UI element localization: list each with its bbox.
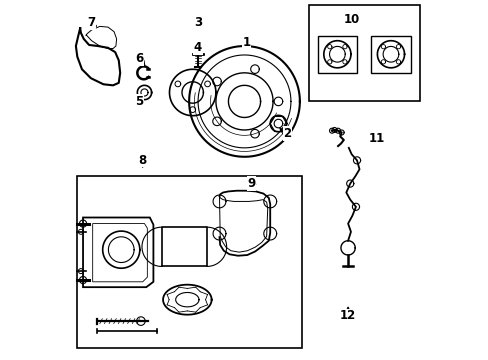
- Text: 12: 12: [339, 309, 355, 322]
- Text: 8: 8: [138, 154, 146, 167]
- Text: 9: 9: [247, 177, 255, 190]
- Text: 10: 10: [343, 13, 359, 26]
- Text: 5: 5: [135, 95, 143, 108]
- Bar: [77, 176, 301, 348]
- Text: 2: 2: [283, 127, 291, 140]
- Text: 3: 3: [194, 16, 202, 29]
- Text: 4: 4: [194, 41, 202, 54]
- Text: 6: 6: [135, 52, 143, 65]
- Text: 11: 11: [368, 132, 384, 145]
- Text: 7: 7: [87, 16, 95, 29]
- Text: 1: 1: [242, 36, 250, 49]
- Bar: [308, 5, 419, 102]
